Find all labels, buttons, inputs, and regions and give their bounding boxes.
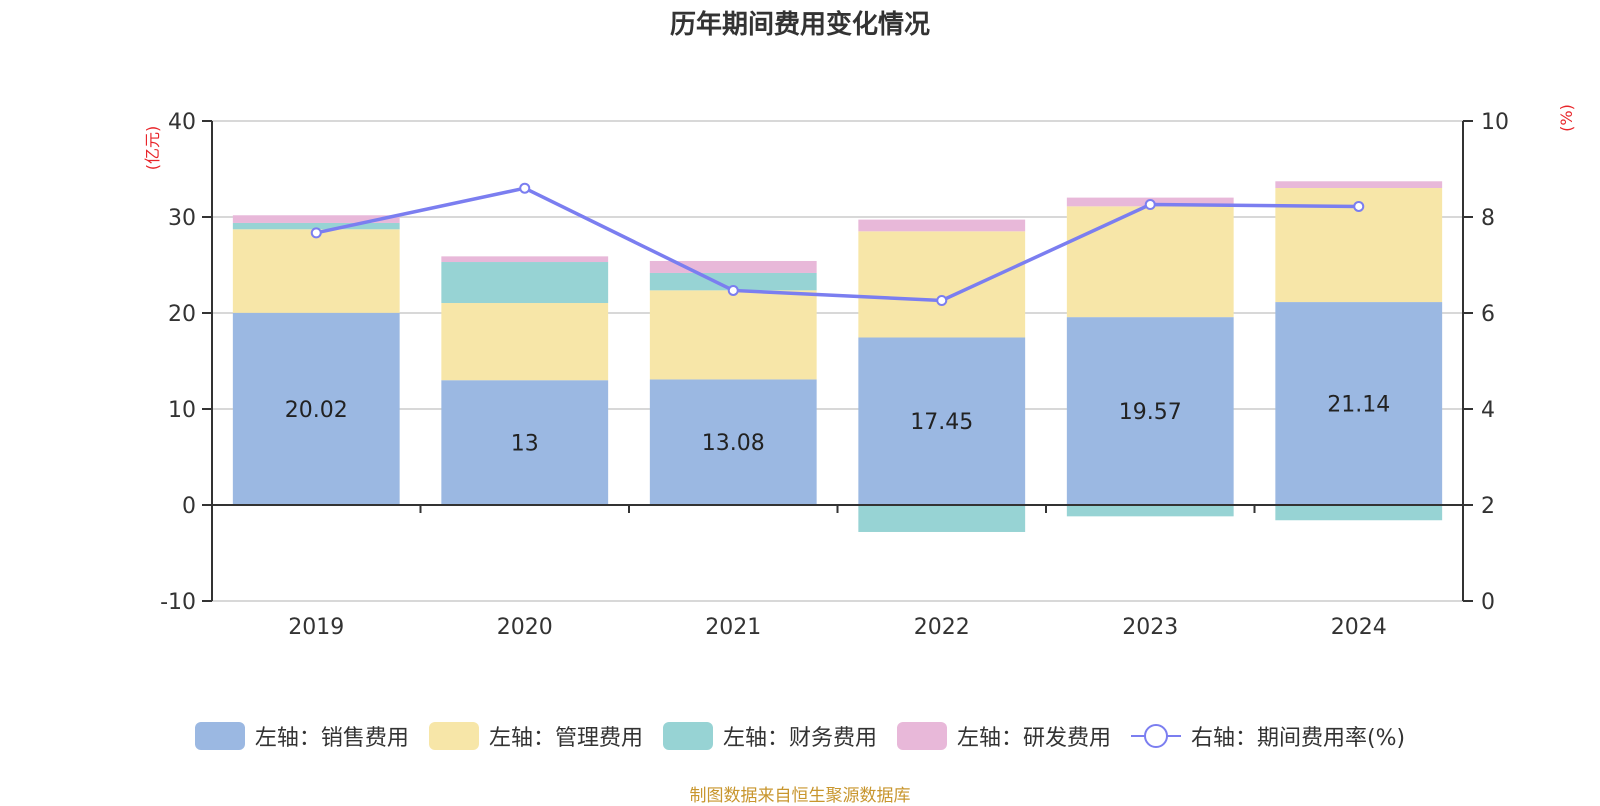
- left-tick-label: 20: [168, 302, 196, 327]
- bar-segment: [1275, 181, 1443, 189]
- rate-point: [1353, 200, 1365, 212]
- legend-item[interactable]: 右轴：期间费用率(%): [1130, 720, 1406, 752]
- bar-segment: [649, 379, 817, 505]
- legend-label: 左轴：销售费用: [254, 726, 409, 751]
- bar-data-label: 13: [511, 432, 539, 457]
- legend-item[interactable]: 左轴：销售费用: [194, 720, 409, 752]
- x-tick-label: 2020: [497, 615, 553, 640]
- chart-title: 历年期间费用变化情况: [669, 10, 930, 40]
- legend-label: 左轴：管理费用: [488, 726, 643, 751]
- legend-item[interactable]: 左轴：管理费用: [428, 720, 643, 752]
- left-tick-label: -10: [160, 590, 196, 615]
- bar-segment: [858, 219, 1026, 232]
- bar-segment: [1066, 206, 1234, 318]
- legend-swatch: [662, 722, 713, 750]
- x-tick-label: 2023: [1122, 615, 1178, 640]
- legend-swatch: [194, 722, 245, 750]
- x-tick-label: 2024: [1331, 615, 1387, 640]
- left-tick-label: 0: [182, 494, 196, 519]
- bar-data-label: 19.57: [1119, 400, 1182, 425]
- bar-segment: [649, 290, 817, 380]
- bar-segment: [441, 303, 609, 381]
- legend-label: 右轴：期间费用率(%): [1190, 726, 1406, 751]
- right-tick-label: 0: [1481, 590, 1495, 615]
- x-tick-label: 2021: [705, 615, 761, 640]
- left-axis-unit: (亿元): [143, 126, 162, 171]
- bar-data-label: 13.08: [702, 431, 765, 456]
- legend-swatch: [428, 722, 479, 750]
- bar-segment: [232, 229, 400, 313]
- bar-segment: [858, 337, 1026, 505]
- bars: [232, 181, 1443, 532]
- rate-line: [310, 182, 1365, 307]
- bar-data-label: 20.02: [285, 398, 348, 423]
- rate-point: [1144, 199, 1156, 211]
- bar-segment: [441, 256, 609, 263]
- rate-point: [519, 182, 531, 194]
- rate-line-path: [315, 186, 1359, 303]
- rate-point: [310, 227, 322, 239]
- bar-segment: [649, 272, 817, 291]
- legend-label: 左轴：研发费用: [956, 726, 1111, 751]
- legend-item[interactable]: 左轴：财务费用: [662, 720, 877, 752]
- legend-label: 左轴：财务费用: [722, 726, 877, 751]
- legend-item[interactable]: 左轴：研发费用: [896, 720, 1111, 752]
- x-tick-label: 2022: [914, 615, 970, 640]
- legend-swatch: [896, 722, 947, 750]
- left-tick-label: 40: [168, 110, 196, 135]
- right-tick-label: 10: [1481, 110, 1509, 135]
- bar-segment: [1066, 505, 1234, 517]
- bar-segment: [232, 215, 400, 223]
- bar-segment: [1066, 317, 1234, 505]
- left-tick-label: 30: [168, 206, 196, 231]
- bar-data-label: 21.14: [1327, 393, 1390, 418]
- bar-segment: [1275, 302, 1443, 505]
- right-axis-unit: (%): [1557, 104, 1576, 132]
- bar-segment: [441, 262, 609, 304]
- bar-segment: [858, 505, 1026, 532]
- right-tick-label: 4: [1481, 398, 1495, 423]
- bar-data-label: 17.45: [910, 410, 973, 435]
- right-tick-label: 8: [1481, 206, 1495, 231]
- source-note: 制图数据来自恒生聚源数据库: [689, 786, 911, 806]
- bar-segment: [232, 222, 400, 230]
- gridlines: [212, 120, 1463, 602]
- bar-segment: [1275, 505, 1443, 521]
- right-tick-label: 2: [1481, 494, 1495, 519]
- rate-point: [936, 295, 948, 307]
- x-tick-label: 2019: [288, 615, 344, 640]
- bar-segment: [441, 380, 609, 505]
- legend: 左轴：销售费用 左轴：管理费用 左轴：财务费用 左轴：研发费用 右轴：期间费用率(%): [0, 720, 1600, 752]
- left-tick-label: 10: [168, 398, 196, 423]
- rate-point: [727, 284, 739, 296]
- data-labels: 20.02 13 13.08 17.45 19.57 21.14: [285, 393, 1390, 457]
- bar-segment: [232, 312, 400, 505]
- right-tick-label: 6: [1481, 302, 1495, 327]
- line-marker-icon: [1130, 722, 1181, 750]
- bar-segment: [858, 231, 1026, 338]
